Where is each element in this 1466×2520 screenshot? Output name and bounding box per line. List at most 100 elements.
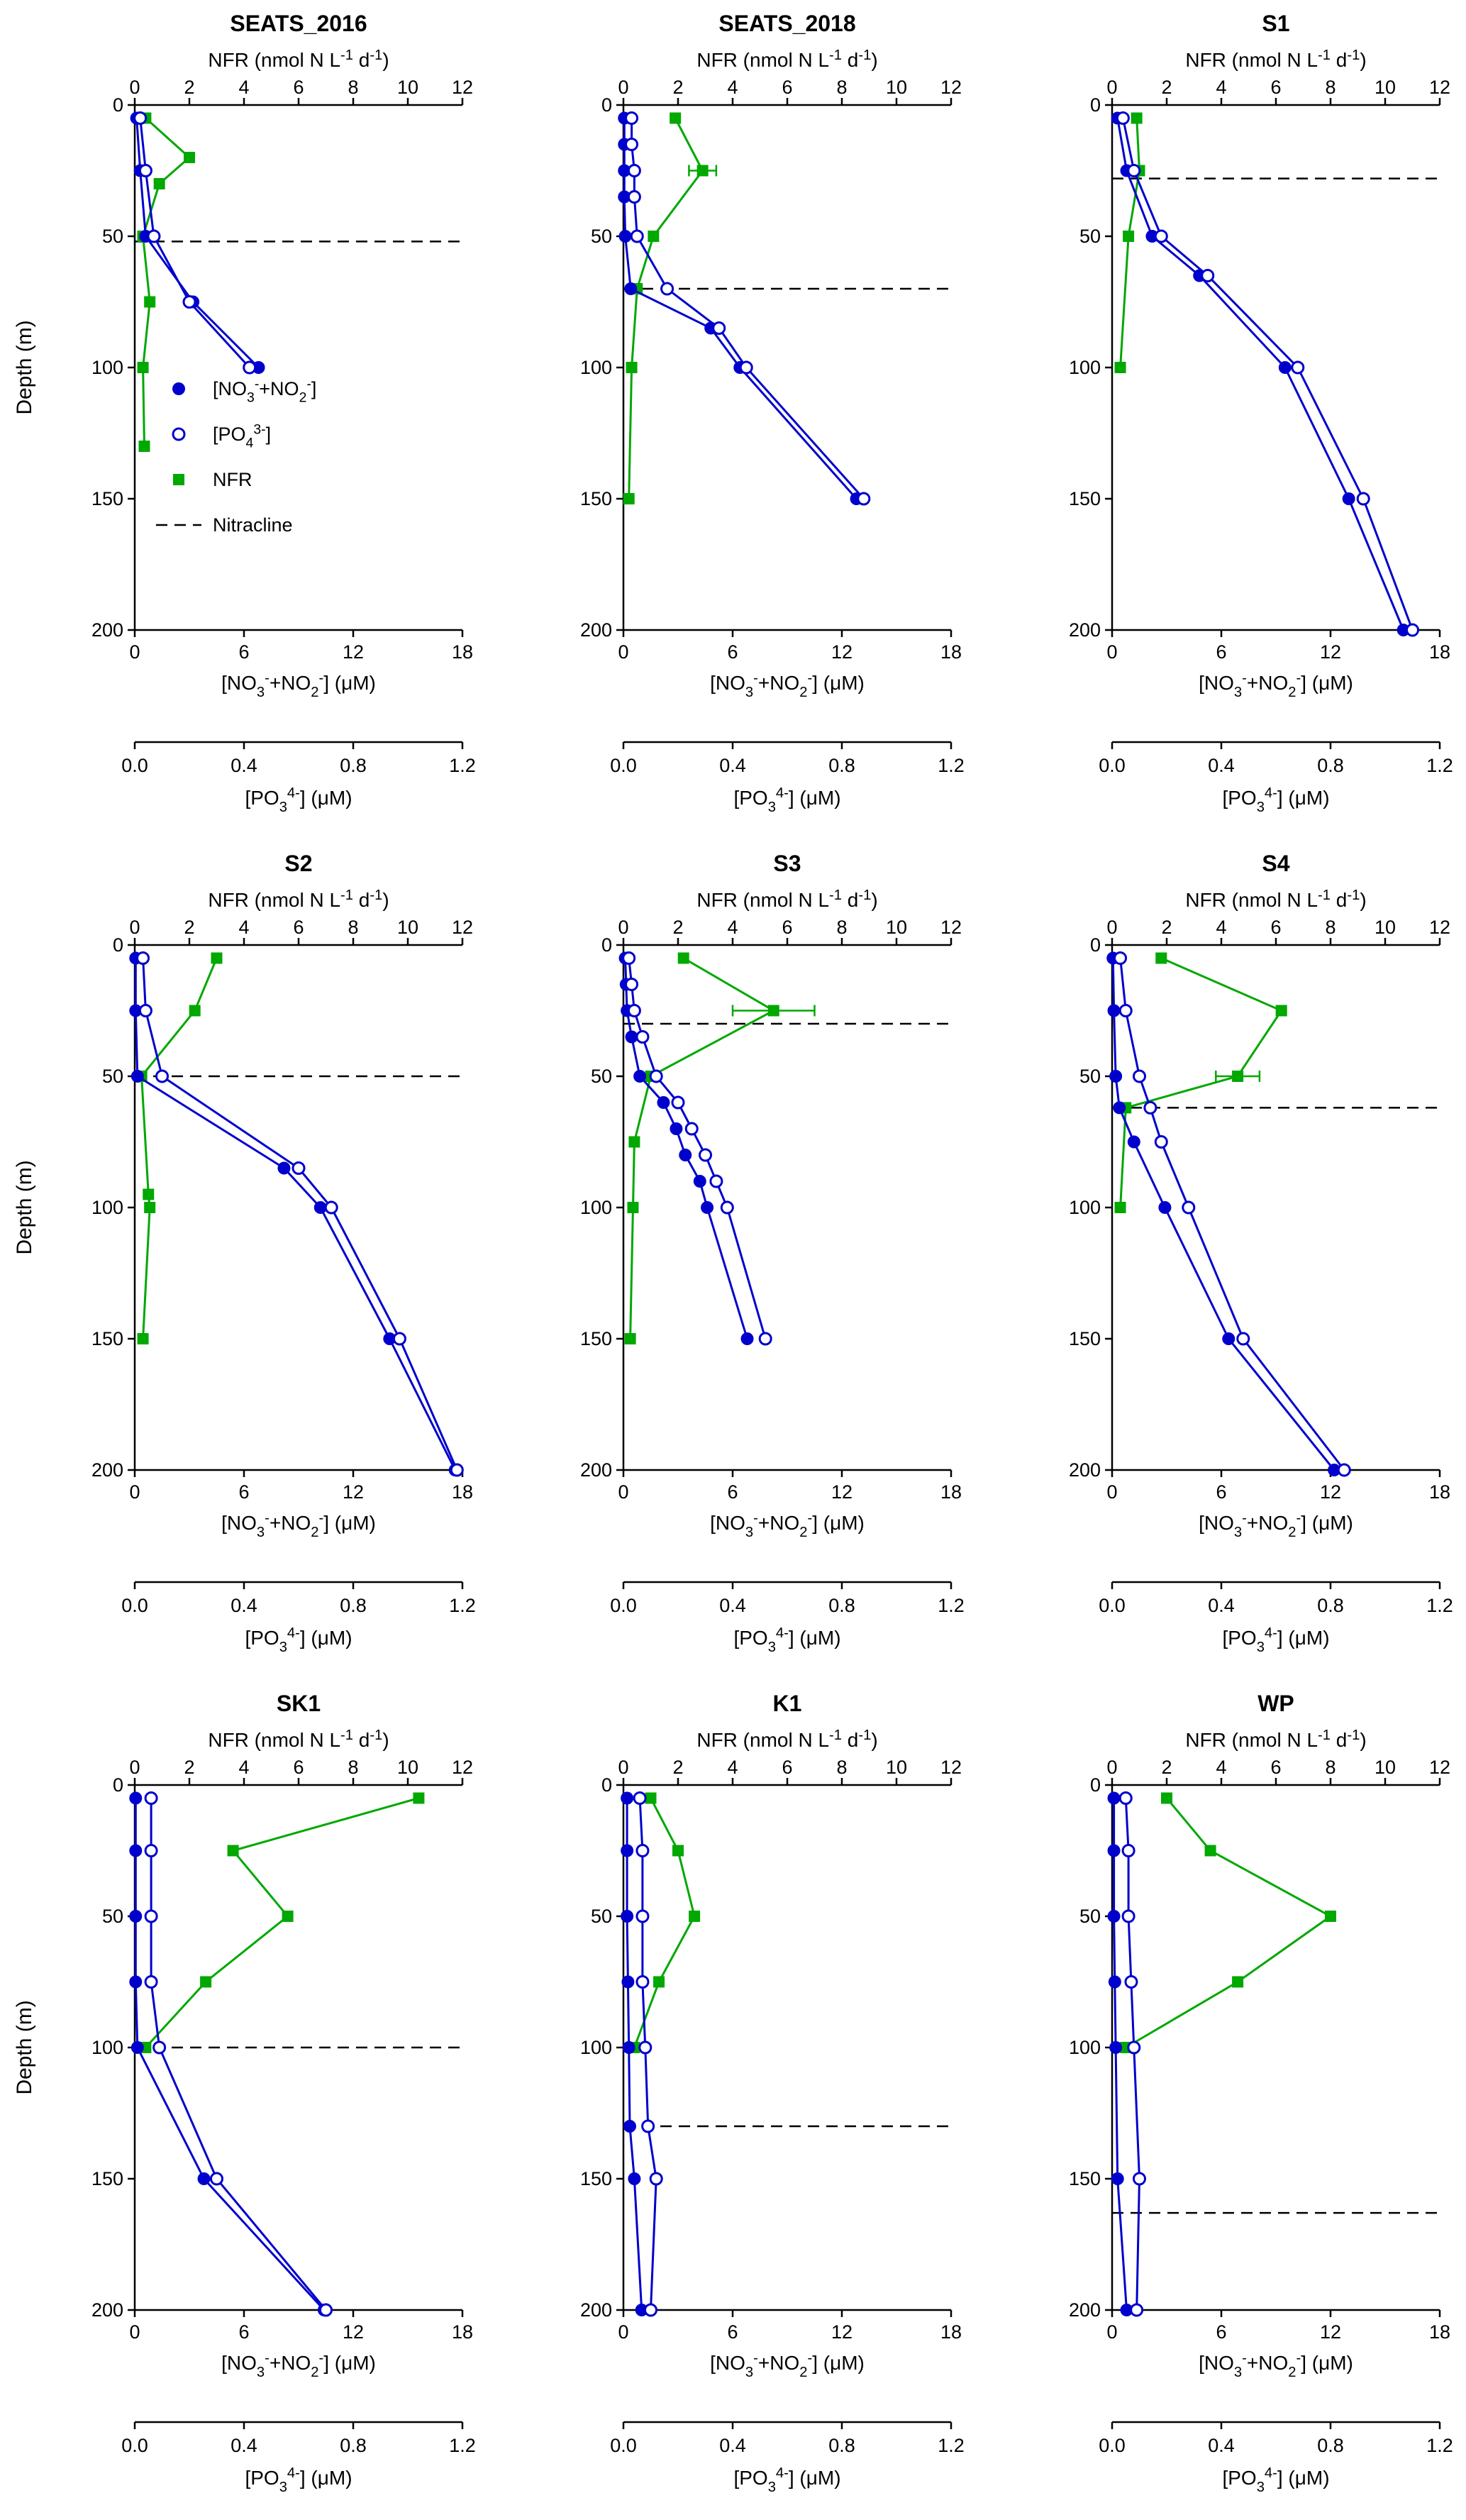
filled-circle-marker (1107, 1910, 1121, 1923)
no3no2-axis: 0 6 12 18 (129, 1469, 473, 1503)
no3no2-axis-label: [NO3-+NO2-] (μM) (710, 670, 865, 700)
filled-circle-marker (618, 230, 632, 243)
top-tick-label: 12 (452, 917, 473, 938)
po4-tick-label: 1.2 (938, 1595, 965, 1616)
open-circle-marker (684, 1122, 699, 1136)
top-tick-label: 10 (886, 917, 907, 938)
no3no2-axis-label: [NO3-+NO2-] (μM) (710, 1510, 865, 1540)
square-marker (767, 1005, 779, 1017)
depth-tick-label: 100 (1069, 1197, 1101, 1218)
open-circle-marker (720, 1200, 734, 1215)
top-tick-label: 8 (1325, 917, 1335, 938)
depth-tick-label: 100 (1069, 2037, 1101, 2058)
open-circle-marker (1143, 1100, 1157, 1115)
square-marker (670, 112, 682, 124)
po4-tick-label: 0.8 (828, 2435, 855, 2456)
square-marker (1204, 1845, 1216, 1857)
series-nfr_nmol (1114, 952, 1287, 1213)
series-po4_uM (633, 1791, 663, 2317)
no3no2-axis: 0 6 12 18 (1106, 1469, 1450, 1503)
series-nfr_nmol (623, 112, 718, 504)
top-axis: 0 2 4 6 8 10 12 (618, 1757, 962, 1786)
depth-tick-label: 50 (591, 1906, 612, 1927)
filled-circle-marker (1328, 1464, 1341, 1476)
panel-title: S2 (284, 851, 312, 876)
depth-tick-label: 150 (1069, 2168, 1101, 2189)
series-line (140, 957, 218, 1339)
top-axis: 0 2 4 6 8 10 12 (129, 1757, 473, 1786)
open-circle-marker (144, 1791, 158, 1805)
panel-title: WP (1257, 1691, 1294, 1716)
open-circle-marker (1133, 2172, 1146, 2186)
filled-circle-marker (624, 282, 638, 295)
depth-axis: 0 50 100 150 200 (580, 94, 625, 641)
no3no2-axis: 0 6 12 18 (1106, 2309, 1450, 2343)
top-tick-label: 2 (184, 1757, 194, 1778)
panel-SEATS_2016: SEATS_2016 0 2 4 6 8 10 12 NFR (nmol N L-1 d-1) 0… (13, 11, 476, 815)
square-marker (628, 1136, 640, 1148)
series-line (638, 1798, 657, 2311)
filled-circle-marker (1111, 2172, 1124, 2185)
open-circle-marker (133, 111, 148, 125)
series-no3no2_uM (129, 951, 462, 1476)
square-marker (626, 362, 638, 373)
depth-tick-label: 150 (580, 488, 612, 509)
top-tick-label: 12 (1429, 77, 1450, 98)
top-tick-label: 0 (1106, 917, 1117, 938)
depth-tick-label: 50 (102, 1906, 123, 1927)
open-circle-marker (147, 229, 161, 243)
open-circle-marker (243, 360, 257, 375)
top-tick-label: 6 (293, 77, 304, 98)
open-circle-marker (1356, 492, 1370, 506)
depth-tick-label: 0 (601, 1774, 612, 1796)
po4-tick-label: 0.8 (1317, 2435, 1344, 2456)
legend-label: NFR (213, 469, 252, 490)
top-tick-label: 0 (129, 917, 140, 938)
no3no2-tick-label: 12 (343, 641, 364, 663)
open-circle-marker (1154, 1135, 1168, 1149)
panel-S4: S4 0 2 4 6 8 10 12 NFR (nmol N L-1 d-1) 0 50 100 150… (1069, 851, 1453, 1655)
series-line (134, 1798, 326, 2311)
top-axis: 0 2 4 6 8 10 12 (129, 77, 473, 106)
top-tick-label: 12 (940, 917, 962, 938)
po4-tick-label: 0.4 (231, 2435, 257, 2456)
top-axis-label: NFR (nmol N L-1 d-1) (208, 888, 389, 911)
filled-circle-marker (621, 1844, 634, 1857)
square-marker (138, 441, 150, 452)
top-axis-label: NFR (nmol N L-1 d-1) (1185, 48, 1366, 71)
depth-tick-label: 0 (1090, 1774, 1101, 1796)
open-circle-marker (622, 951, 636, 965)
top-tick-label: 6 (782, 77, 792, 98)
legend-label: [NO3-+NO2-] (213, 376, 316, 405)
filled-circle-marker (1120, 2304, 1133, 2316)
open-circle-marker (638, 2040, 653, 2055)
series-po4_uM (144, 1791, 333, 2317)
no3no2-tick-label: 12 (831, 2321, 853, 2343)
series-line (1111, 958, 1335, 1471)
po4-tick-label: 0.0 (121, 1595, 148, 1616)
depth-tick-label: 150 (91, 2168, 123, 2189)
filled-circle-marker (1278, 361, 1292, 374)
filled-circle-marker (621, 1910, 634, 1923)
depth-axis: 0 50 100 150 200 (580, 1774, 625, 2321)
po4-axis: 0.0 0.4 0.8 1.2 (121, 741, 476, 776)
legend-label: Nitracline (213, 514, 293, 536)
top-tick-label: 4 (238, 77, 249, 98)
top-tick-label: 10 (1375, 917, 1396, 938)
filled-circle-marker (129, 1910, 143, 1923)
po4-tick-label: 0.8 (340, 1595, 367, 1616)
no3no2-axis-label: [NO3-+NO2-] (μM) (221, 1510, 376, 1540)
top-axis-label: NFR (nmol N L-1 d-1) (208, 48, 389, 71)
top-tick-label: 10 (886, 77, 907, 98)
top-tick-label: 10 (1375, 1757, 1396, 1778)
top-tick-label: 0 (1106, 1757, 1117, 1778)
po4-tick-label: 0.4 (231, 1595, 257, 1616)
po4-axis: 0.0 0.4 0.8 1.2 (1099, 2421, 1453, 2456)
no3no2-axis-label: [NO3-+NO2-] (μM) (221, 670, 376, 700)
no3no2-tick-label: 12 (831, 1481, 853, 1503)
series-nfr_nmol (135, 952, 223, 1344)
series-line (628, 117, 704, 499)
filled-circle-marker (129, 1975, 143, 1989)
top-tick-label: 4 (1216, 1757, 1226, 1778)
no3no2-tick-label: 12 (343, 1481, 364, 1503)
